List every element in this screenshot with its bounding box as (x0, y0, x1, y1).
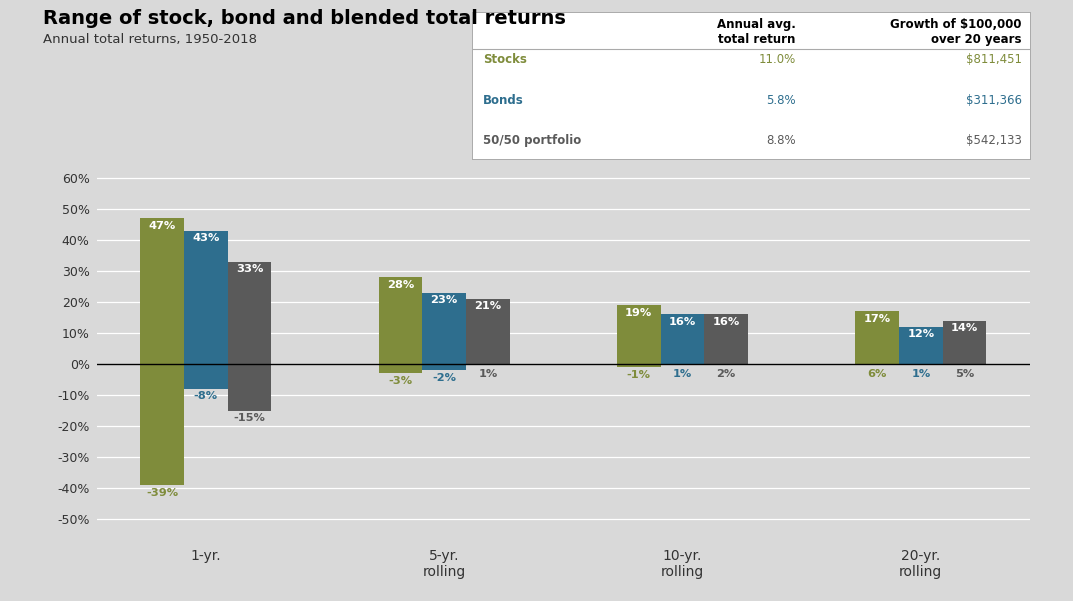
Text: -15%: -15% (234, 413, 265, 423)
Text: -39%: -39% (146, 487, 178, 498)
Bar (379, 364, 423, 373)
Bar (617, 364, 661, 367)
Bar (899, 361, 943, 364)
Text: 1%: 1% (911, 369, 930, 379)
Bar (661, 361, 704, 364)
Text: 11.0%: 11.0% (759, 53, 796, 66)
Bar (943, 321, 986, 364)
Bar (141, 218, 183, 364)
Text: 23%: 23% (430, 295, 458, 305)
Bar (423, 293, 466, 364)
Bar (704, 314, 748, 364)
Text: 21%: 21% (474, 301, 501, 311)
Bar (617, 305, 661, 364)
Text: 33%: 33% (236, 264, 263, 274)
Text: 8.8%: 8.8% (766, 135, 796, 147)
Bar (899, 327, 943, 364)
Text: -3%: -3% (388, 376, 412, 386)
Bar (466, 299, 510, 364)
Bar (855, 311, 899, 364)
Bar (183, 231, 227, 364)
Text: 17%: 17% (864, 314, 891, 324)
Text: 5%: 5% (955, 369, 974, 379)
Text: Annual avg.
total return: Annual avg. total return (717, 17, 796, 46)
Text: $311,366: $311,366 (966, 94, 1021, 107)
Bar (141, 364, 183, 485)
Bar (227, 364, 271, 410)
Text: Range of stock, bond and blended total returns: Range of stock, bond and blended total r… (43, 9, 565, 28)
Text: $542,133: $542,133 (966, 135, 1021, 147)
Text: 14%: 14% (951, 323, 979, 333)
Bar (227, 261, 271, 364)
Text: 28%: 28% (387, 279, 414, 290)
Text: -1%: -1% (627, 370, 651, 380)
Bar (183, 364, 227, 389)
Text: 50/50 portfolio: 50/50 portfolio (483, 135, 582, 147)
Bar (379, 277, 423, 364)
Text: -8%: -8% (194, 391, 218, 401)
Text: 1%: 1% (673, 369, 692, 379)
Text: 5.8%: 5.8% (766, 94, 796, 107)
Bar (943, 349, 986, 364)
Text: 2%: 2% (717, 369, 736, 379)
Text: 12%: 12% (908, 329, 935, 340)
Text: Growth of $100,000
over 20 years: Growth of $100,000 over 20 years (891, 17, 1021, 46)
Text: 16%: 16% (668, 317, 696, 327)
Text: $811,451: $811,451 (966, 53, 1021, 66)
Bar (704, 358, 748, 364)
Text: -2%: -2% (432, 373, 456, 383)
Text: 47%: 47% (148, 221, 176, 231)
Text: 6%: 6% (867, 369, 886, 379)
Text: 43%: 43% (192, 233, 220, 243)
Bar (423, 364, 466, 370)
Bar (466, 361, 510, 364)
Bar (855, 346, 899, 364)
Text: 16%: 16% (712, 317, 739, 327)
Bar (661, 314, 704, 364)
Text: Stocks: Stocks (483, 53, 527, 66)
Text: 19%: 19% (626, 308, 652, 317)
Text: Bonds: Bonds (483, 94, 524, 107)
Text: Annual total returns, 1950-2018: Annual total returns, 1950-2018 (43, 33, 256, 46)
Text: 1%: 1% (479, 369, 498, 379)
